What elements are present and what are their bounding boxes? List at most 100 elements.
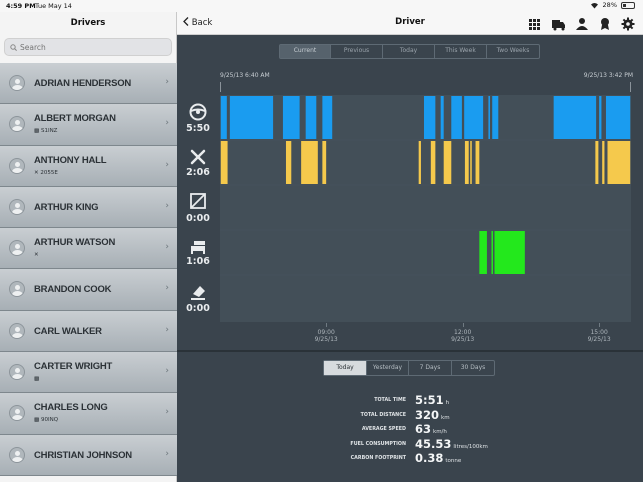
driver-vehicle: ▩ S1INZ: [34, 128, 57, 134]
driver-row[interactable]: ADRIAN HENDERSON ›: [0, 63, 177, 105]
avatar-icon: [9, 446, 25, 463]
working-value: 2:06: [186, 167, 210, 178]
avatar-icon: [9, 157, 25, 174]
tab-7-days[interactable]: 7 Days: [409, 361, 452, 375]
working-interval: [470, 141, 472, 184]
search-input[interactable]: [20, 42, 170, 52]
working-interval: [443, 141, 452, 184]
gear-icon[interactable]: [621, 16, 635, 31]
driving-interval: [229, 96, 274, 139]
driver-name: ALBERT MORGAN: [34, 113, 116, 125]
driver-row[interactable]: CHARLES LONG ▩ 90INQ ›: [0, 393, 177, 435]
driving-interval: [282, 96, 300, 139]
tab-two-weeks[interactable]: Two Weeks: [496, 47, 530, 54]
driver-vehicle: ✕: [34, 252, 39, 258]
stat-value: 0.38 tonne: [415, 451, 461, 465]
driving-interval: [423, 96, 436, 139]
driver-vehicle: ▩: [34, 376, 39, 382]
avatar-icon: [9, 116, 25, 133]
timeline-svg: [220, 96, 631, 276]
off-value: 0:00: [186, 303, 210, 314]
stat-row: Average speed 63 km/h: [177, 422, 643, 436]
tab-today[interactable]: Today: [324, 361, 367, 375]
tab-30-days[interactable]: 30 Days: [460, 364, 486, 371]
working-interval: [220, 141, 228, 184]
tab-yesterday[interactable]: Yesterday: [367, 361, 409, 375]
stat-unit: tonne: [445, 458, 462, 464]
search-bar[interactable]: [4, 38, 172, 56]
driver-row[interactable]: ARTHUR WATSON ✕ ›: [0, 228, 177, 270]
user-icon[interactable]: [575, 16, 589, 30]
avatar-icon: [9, 322, 25, 339]
stat-number: 0.38: [415, 451, 444, 465]
chart-end-time: 9/25/13 3:42 PM: [583, 72, 633, 79]
stat-label: Total time: [374, 398, 406, 403]
driver-row[interactable]: CHRISTIAN JOHNSON ›: [0, 434, 177, 476]
x-tick-mark: [326, 323, 328, 327]
driving-interval: [440, 96, 444, 139]
working-interval: [602, 141, 605, 184]
back-label: Back: [191, 18, 213, 28]
truck-small-icon: ▩: [34, 417, 41, 424]
chevron-right-icon: ›: [165, 200, 169, 211]
available-value: 0:00: [186, 213, 210, 224]
driving-interval: [464, 96, 484, 139]
working-interval: [595, 141, 599, 184]
grid-icon[interactable]: [529, 16, 543, 30]
chevron-right-icon: ›: [165, 324, 169, 335]
search-icon: [10, 43, 17, 51]
avatar-icon: [9, 405, 25, 422]
tab-previous[interactable]: Previous: [331, 45, 383, 58]
driving-interval: [553, 96, 597, 139]
truck-icon[interactable]: [552, 16, 566, 31]
driving-interval: [305, 96, 317, 139]
driving-interval: [488, 96, 490, 139]
rest-interval: [479, 231, 487, 274]
tools-icon: [188, 148, 208, 170]
driver-vehicle-id: 2055E: [40, 169, 58, 176]
driver-row[interactable]: ARTHUR KING ›: [0, 186, 177, 229]
chevron-right-icon: ›: [165, 118, 169, 129]
stat-row: Carbon footprint 0.38 tonne: [177, 451, 643, 465]
tools-small-icon: ✕: [34, 169, 41, 176]
driver-row[interactable]: CARTER WRIGHT ▩ ›: [0, 352, 177, 394]
driver-name: ARTHUR WATSON: [34, 237, 116, 249]
chevron-right-icon: ›: [165, 407, 169, 418]
stat-label: Carbon footprint: [350, 456, 406, 461]
driver-row[interactable]: ANTHONY HALL ✕ 2055E ›: [0, 145, 177, 187]
badge-icon[interactable]: [598, 16, 612, 30]
working-interval: [607, 141, 631, 184]
stat-unit: km: [441, 414, 450, 421]
avatar-icon: [9, 281, 25, 298]
stat-value: 320 km: [415, 408, 450, 422]
working-interval: [475, 141, 480, 184]
tab-this-week[interactable]: This Week: [435, 45, 487, 58]
tab-today[interactable]: Today: [383, 45, 435, 58]
x-tick-date: 9/25/13: [451, 336, 475, 343]
driver-vehicle: ▩ 90INQ: [34, 417, 58, 423]
battery-percent: 28%: [602, 1, 617, 9]
driver-vehicle: ✕ 2055E: [34, 170, 58, 176]
working-interval: [285, 141, 292, 184]
rest-value: 1:06: [186, 256, 210, 267]
back-button[interactable]: Back: [183, 17, 212, 28]
driver-row[interactable]: ALBERT MORGAN ▩ S1INZ ›: [0, 104, 177, 146]
driver-name: ADRIAN HENDERSON: [34, 78, 132, 89]
driving-interval: [220, 96, 227, 139]
avatar-icon: [9, 75, 25, 91]
stat-number: 320: [415, 407, 440, 422]
nav-bar: Back Driver: [177, 12, 643, 35]
status-date: Tue May 14: [35, 2, 72, 10]
chevron-right-icon: ›: [165, 77, 169, 87]
avatar-icon: [9, 198, 25, 215]
x-tick-time: 15:00: [590, 329, 608, 336]
driver-row[interactable]: BRANDON COOK ›: [0, 269, 177, 311]
driver-name: CHARLES LONG: [34, 402, 108, 414]
driver-list: ADRIAN HENDERSON › ALBERT MORGAN ▩ S1INZ › AN…: [0, 63, 177, 476]
chevron-right-icon: ›: [165, 366, 169, 377]
stat-number: 5:51: [415, 393, 444, 407]
driver-row[interactable]: CARL WALKER ›: [0, 310, 177, 353]
driver-detail: Current Previous Today This Week Two Weeks 9…: [177, 35, 643, 482]
tab-current[interactable]: Current: [280, 45, 331, 58]
stat-number: 63: [415, 422, 432, 436]
